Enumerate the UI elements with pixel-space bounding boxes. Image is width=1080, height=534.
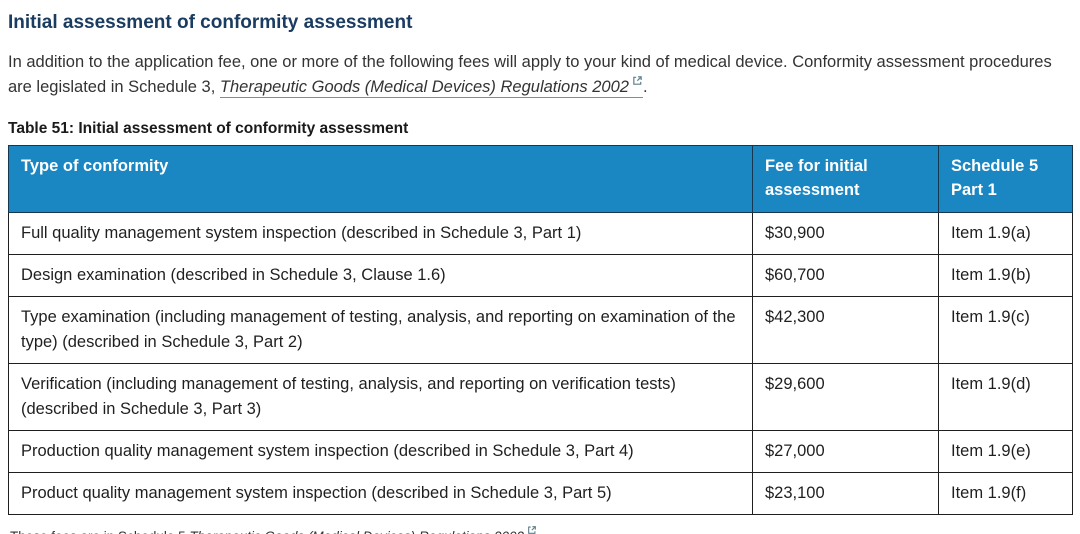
table-row: Production quality management system ins…: [8, 430, 1073, 473]
table-row: Type examination (including management o…: [8, 296, 1073, 364]
cell-fee: $30,900: [752, 212, 939, 255]
intro-text-after: .: [642, 78, 648, 96]
table-row: Product quality management system inspec…: [8, 472, 1073, 515]
table-row: Design examination (described in Schedul…: [8, 254, 1073, 297]
cell-type: Verification (including management of te…: [8, 363, 753, 431]
cell-type: Type examination (including management o…: [8, 296, 753, 364]
cell-fee: $27,000: [752, 430, 939, 473]
cell-item: Item 1.9(f): [938, 472, 1073, 515]
page-title: Initial assessment of conformity assessm…: [8, 12, 413, 33]
cell-type: Production quality management system ins…: [8, 430, 753, 473]
column-header-type-of-conformity: Type of conformity: [8, 145, 753, 213]
footnote-text-before: These fees are in Schedule 5: [10, 529, 189, 534]
cell-item: Item 1.9(e): [938, 430, 1073, 473]
footnote: These fees are in Schedule 5 Therapeutic…: [10, 525, 1072, 534]
cell-fee: $29,600: [752, 363, 939, 431]
table-row: Verification (including management of te…: [8, 363, 1073, 431]
footnote-regulations-link[interactable]: Therapeutic Goods (Medical Devices) Regu…: [189, 526, 538, 534]
cell-fee: $23,100: [752, 472, 939, 515]
cell-type: Design examination (described in Schedul…: [8, 254, 753, 297]
table-header-row: Type of conformity Fee for initial asses…: [8, 145, 1073, 213]
cell-type: Full quality management system inspectio…: [8, 212, 753, 255]
cell-item: Item 1.9(d): [938, 363, 1073, 431]
cell-type: Product quality management system inspec…: [8, 472, 753, 515]
cell-item: Item 1.9(b): [938, 254, 1073, 297]
column-header-fee-initial-assessment: Fee for initial assessment: [752, 145, 939, 213]
cell-item: Item 1.9(c): [938, 296, 1073, 364]
external-link-icon: [528, 526, 536, 534]
external-link-icon: [633, 76, 642, 85]
cell-fee: $42,300: [752, 296, 939, 364]
intro-text-before: In addition to the application fee, one …: [8, 53, 1052, 96]
footnote-regulations-link-label: Therapeutic Goods (Medical Devices) Regu…: [189, 529, 524, 534]
cell-fee: $60,700: [752, 254, 939, 297]
regulations-link-label: Therapeutic Goods (Medical Devices) Regu…: [219, 78, 629, 96]
table-caption: Table 51: Initial assessment of conformi…: [8, 120, 409, 137]
table-row: Full quality management system inspectio…: [8, 212, 1073, 255]
cell-item: Item 1.9(a): [938, 212, 1073, 255]
conformity-fees-table: Type of conformity Fee for initial asses…: [8, 145, 1073, 515]
regulations-link[interactable]: Therapeutic Goods (Medical Devices) Regu…: [219, 76, 643, 98]
column-header-schedule-5-part-1: Schedule 5 Part 1: [938, 145, 1073, 213]
intro-paragraph: In addition to the application fee, one …: [8, 50, 1072, 100]
